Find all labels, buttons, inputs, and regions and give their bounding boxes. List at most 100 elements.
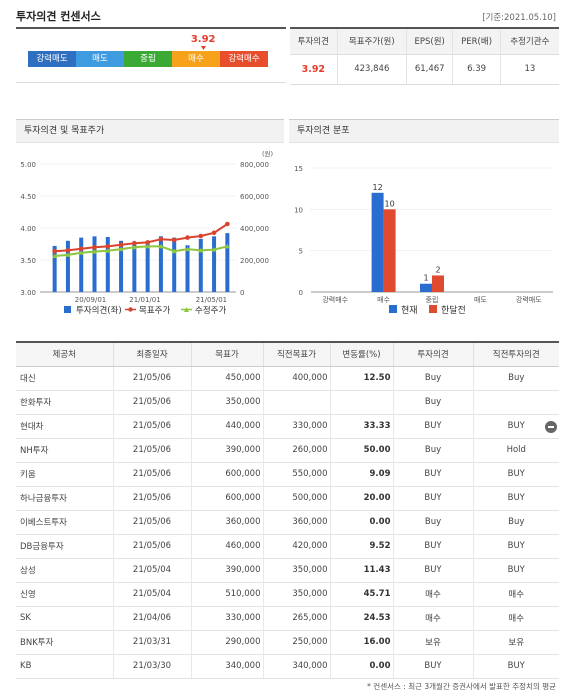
table-cell: Buy — [393, 390, 474, 415]
table-cell: 9.09 — [330, 462, 394, 487]
target-price-point — [118, 242, 124, 248]
table-row: 현대차 21/05/06 440,000 330,000 33.33 BUY BUY — [16, 414, 559, 439]
table-cell: Buy — [393, 366, 474, 391]
adjusted-price-point — [92, 249, 97, 254]
consensus-summary-table: 투자의견 목표주가(원) EPS(원) PER(배) 추정기관수 3.92 423,846… — [290, 27, 559, 85]
table-cell: 340,000 — [263, 654, 331, 679]
legend-marker — [128, 307, 133, 312]
current-opinion-marker-icon — [200, 46, 206, 50]
legend-swatch — [429, 305, 437, 313]
opinion-bar — [212, 236, 217, 292]
opinion-bar — [92, 236, 97, 292]
table-cell: 265,000 — [263, 606, 331, 631]
right-tick-label: 400,000 — [240, 225, 269, 233]
table-cell: BUY — [393, 414, 474, 439]
page-title: 투자의견 컨센서스 — [16, 10, 101, 23]
table-cell: 420,000 — [263, 534, 331, 559]
opinion-scale: 3.92 강력매도 매도 중립 매수 강력매수 — [16, 27, 286, 83]
adjusted-price-point — [224, 243, 230, 249]
table-cell: 33.33 — [330, 414, 394, 439]
current-opinion-value: 3.92 — [190, 34, 216, 45]
opinion-segment: 강력매도 — [28, 51, 76, 67]
legend-label: 현재 — [401, 305, 418, 316]
table-cell: 45.71 — [330, 582, 394, 607]
legend-item: 한달전 — [429, 304, 466, 316]
bar-value-label: 1 — [423, 274, 428, 283]
table-cell: 매수 — [473, 606, 559, 631]
target-price-point — [171, 237, 177, 243]
table-cell: 0.00 — [330, 510, 394, 535]
opinion-target-chart: 3.00 3.50 4.00 4.50 5.00 0 200,000 400,000 600,0… — [20, 149, 273, 316]
right-tick-label: 600,000 — [240, 193, 269, 201]
y-tick-label: 15 — [294, 165, 303, 173]
broker-header: 직전투자의견 — [473, 341, 559, 367]
legend-item: 목표주가 — [125, 306, 170, 316]
left-tick-label: 3.50 — [20, 257, 36, 265]
footnote: * 컨센서스 : 최근 3개월간 증권사에서 발표한 추정치의 평균 — [367, 682, 556, 691]
base-date: [기준:2021.05.10] — [482, 13, 556, 23]
legend-marker — [184, 307, 189, 312]
table-cell: 250,000 — [263, 630, 331, 655]
table-cell: BUY — [473, 558, 559, 583]
table-cell: 매수 — [393, 582, 474, 607]
broker-header: 최종일자 — [113, 341, 192, 367]
month-ago-bar — [432, 275, 444, 292]
table-cell: Buy — [473, 366, 559, 391]
opinion-bar — [132, 244, 137, 292]
opinion-bar — [185, 245, 190, 292]
category-label: 강력매수 — [322, 295, 348, 304]
opinion-segment: 매도 — [76, 51, 124, 67]
opinion-bar — [198, 238, 203, 292]
target-price-point — [198, 233, 204, 239]
table-row: 키움 21/05/06 600,000 550,000 9.09 BUY BUY — [16, 462, 559, 487]
table-cell: 신영 — [16, 582, 114, 607]
category-label: 중립 — [426, 296, 439, 304]
table-cell: 290,000 — [191, 630, 264, 655]
table-cell: 450,000 — [191, 366, 264, 391]
table-cell: 550,000 — [263, 462, 331, 487]
table-cell: 21/05/06 — [113, 414, 192, 439]
adjusted-price-point — [145, 243, 151, 249]
opinion-bar — [225, 233, 230, 292]
summary-value: 13 — [500, 54, 559, 85]
opinion-bar — [145, 242, 150, 292]
opinion-bar — [158, 236, 163, 292]
target-price-point — [211, 230, 217, 236]
current-bar — [420, 283, 432, 292]
legend-swatch — [389, 305, 397, 313]
table-row: SK 21/04/06 330,000 265,000 24.53 매수 매수 — [16, 606, 559, 631]
collapse-minus-icon[interactable] — [545, 421, 557, 433]
table-cell: 21/05/06 — [113, 510, 192, 535]
table-cell: 키움 — [16, 462, 114, 487]
table-cell: 500,000 — [263, 486, 331, 511]
right-tick-label: 800,000 — [240, 161, 269, 169]
table-cell: 하나금융투자 — [16, 486, 114, 511]
adjusted-price-line — [54, 245, 228, 257]
target-price-point — [225, 221, 230, 227]
target-price-point — [65, 248, 71, 253]
left-tick-label: 4.50 — [20, 193, 36, 201]
opinion-bar — [119, 240, 124, 292]
adjusted-price-point — [185, 246, 190, 252]
table-cell: 한화투자 — [16, 390, 114, 415]
table-cell: 510,000 — [191, 582, 264, 607]
table-row: 신영 21/05/04 510,000 350,000 45.71 매수 매수 — [16, 582, 559, 607]
table-cell: 21/03/30 — [113, 654, 192, 679]
table-row: KB 21/03/30 340,000 340,000 0.00 BUY BUY — [16, 654, 559, 679]
summary-header: 목표주가(원) — [337, 27, 407, 55]
table-row: 하나금융투자 21/05/06 600,000 500,000 20.00 BUY BUY — [16, 486, 559, 511]
table-cell: BUY — [473, 462, 559, 487]
table-row: BNK투자 21/03/31 290,000 250,000 16.00 보유 보유 — [16, 630, 559, 655]
broker-estimates-table: 제공처 최종일자 목표가 직전목표가 변동률(%) 투자의견 직전투자의견 대신 21/05/… — [16, 341, 559, 679]
table-cell: 400,000 — [263, 366, 331, 391]
table-cell — [263, 390, 331, 415]
opinion-bar — [79, 237, 84, 292]
adjusted-price-point — [65, 252, 71, 257]
distribution-panel-title: 투자의견 분포 — [289, 119, 559, 143]
target-price-point — [92, 244, 97, 250]
table-cell: 460,000 — [191, 534, 264, 559]
broker-header: 직전목표가 — [263, 341, 331, 367]
table-cell: 9.52 — [330, 534, 394, 559]
table-cell: 350,000 — [263, 582, 331, 607]
